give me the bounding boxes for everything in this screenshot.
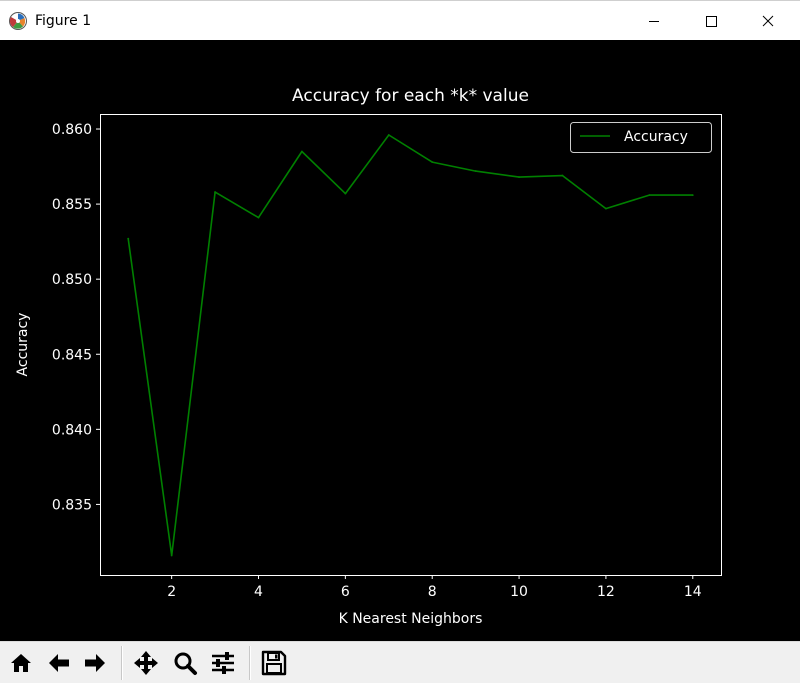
toolbar-separator	[121, 646, 123, 680]
series-line-accuracy	[127, 134, 693, 557]
x-tick-label: 2	[167, 584, 176, 600]
y-tick-label: 0.855	[52, 197, 92, 213]
line-chart: 2 4 6 8 10 12 14 0.835 0.840 0.845 0.850 0.855 0.86…	[15, 86, 722, 627]
maximize-button[interactable]	[683, 1, 739, 41]
data-point	[605, 207, 607, 210]
title-bar: Figure 1	[0, 0, 800, 40]
window-title: Figure 1	[35, 13, 92, 29]
minimize-button[interactable]	[627, 1, 683, 41]
y-tick-label: 0.835	[52, 497, 92, 513]
data-point	[518, 176, 520, 178]
data-point	[648, 194, 651, 196]
home-button[interactable]	[6, 648, 36, 678]
y-axis-label: Accuracy	[15, 313, 31, 377]
back-icon	[49, 654, 69, 672]
navigation-toolbar	[0, 641, 800, 683]
close-button[interactable]	[740, 1, 796, 41]
figure-canvas[interactable]: 2 4 6 8 10 12 14 0.835 0.840 0.845 0.850 0.855 0.86…	[0, 40, 800, 641]
forward-button[interactable]	[80, 648, 110, 678]
y-tick-label: 0.840	[52, 422, 92, 438]
x-tick-label: 12	[597, 584, 615, 600]
data-point	[474, 170, 477, 172]
axes-frame	[100, 114, 722, 576]
configure-subplots-button[interactable]	[208, 648, 238, 678]
minimize-icon	[649, 21, 659, 22]
back-button[interactable]	[44, 648, 74, 678]
x-tick-label: 6	[341, 584, 350, 600]
y-tick-label: 0.860	[52, 122, 92, 138]
y-tick-label: 0.845	[52, 347, 92, 363]
x-tick-label: 4	[254, 584, 263, 600]
data-point	[344, 192, 347, 195]
toolbar-separator	[249, 646, 251, 680]
maximize-icon	[706, 16, 717, 27]
legend: Accuracy	[570, 122, 712, 153]
data-point	[170, 554, 173, 557]
data-point	[387, 134, 390, 136]
data-point	[691, 194, 694, 196]
x-tick-label: 10	[510, 584, 528, 600]
matplotlib-icon	[8, 11, 28, 31]
zoom-button[interactable]	[170, 648, 200, 678]
data-point	[257, 216, 260, 219]
data-point	[431, 161, 434, 163]
data-point	[561, 174, 564, 177]
x-axis-label: K Nearest Neighbors	[339, 611, 483, 627]
data-point	[214, 191, 216, 193]
zoom-icon	[174, 652, 197, 675]
forward-icon	[85, 654, 105, 672]
pan-icon	[134, 651, 158, 675]
chart-title: Accuracy for each *k* value	[292, 86, 529, 106]
data-point	[301, 150, 303, 153]
x-tick-label: 8	[428, 584, 437, 600]
x-tick-label: 14	[684, 584, 702, 600]
home-icon	[11, 654, 31, 672]
close-icon	[762, 15, 774, 27]
data-point	[127, 237, 130, 240]
save-icon	[261, 650, 287, 676]
y-tick-label: 0.850	[52, 272, 92, 288]
legend-label: Accuracy	[624, 129, 688, 145]
pan-button[interactable]	[131, 648, 161, 678]
save-button[interactable]	[259, 648, 289, 678]
configure-subplots-icon	[212, 652, 234, 674]
